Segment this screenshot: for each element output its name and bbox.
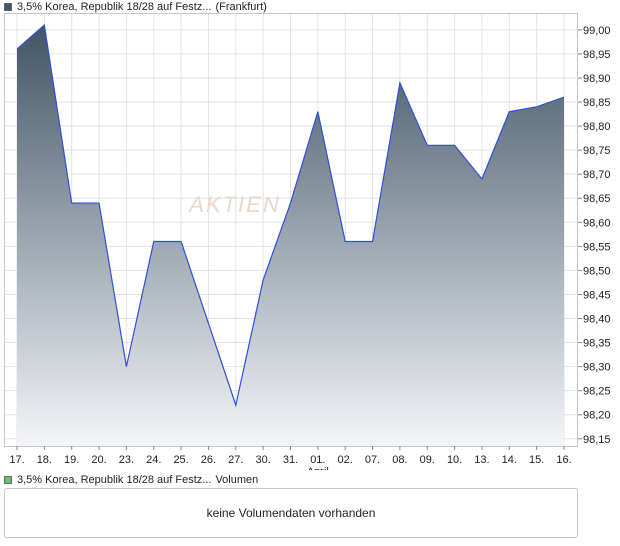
y-tick-label: 98,45 bbox=[583, 289, 611, 301]
price-legend: 3,5% Korea, Republik 18/28 auf Festz... … bbox=[4, 0, 267, 14]
price-legend-exchange: (Frankfurt) bbox=[215, 1, 267, 13]
price-legend-label: 3,5% Korea, Republik 18/28 auf Festz... bbox=[17, 1, 212, 13]
y-tick-label: 98,65 bbox=[583, 193, 611, 205]
x-tick-label: 23. bbox=[119, 454, 134, 466]
y-tick-label: 98,60 bbox=[583, 217, 611, 229]
y-tick-label: 98,95 bbox=[583, 49, 611, 61]
x-tick-label: 31. bbox=[283, 454, 298, 466]
price-legend-swatch bbox=[4, 3, 12, 11]
price-chart: AKTIEN 99,00 98,95 98,90 98,85 98,80 98,75 98,… bbox=[4, 13, 611, 470]
x-tick-label: 09. bbox=[420, 454, 435, 466]
y-tick-label: 98,50 bbox=[583, 265, 611, 277]
y-tick-label: 98,35 bbox=[583, 338, 611, 350]
volume-legend: 3,5% Korea, Republik 18/28 auf Festz... … bbox=[4, 473, 258, 487]
y-tick-label: 98,80 bbox=[583, 121, 611, 133]
y-tick-label: 98,70 bbox=[583, 169, 611, 181]
price-line bbox=[16, 23, 565, 408]
x-month-label: April bbox=[307, 466, 329, 470]
x-tick-label: 27. bbox=[228, 454, 243, 466]
y-tick-label: 98,25 bbox=[583, 386, 611, 398]
y-tick-label: 98,20 bbox=[583, 410, 611, 422]
volume-panel: keine Volumendaten vorhanden bbox=[4, 488, 578, 538]
volume-legend-suffix: Volumen bbox=[215, 474, 259, 486]
y-tick-label: 98,30 bbox=[583, 362, 611, 374]
y-tick-label: 99,00 bbox=[583, 25, 611, 37]
no-volume-message: keine Volumendaten vorhanden bbox=[206, 506, 376, 520]
volume-legend-swatch bbox=[4, 476, 12, 484]
x-tick-label: 20. bbox=[91, 454, 106, 466]
x-tick-label: 25. bbox=[173, 454, 188, 466]
x-tick-label: 16. bbox=[556, 454, 571, 466]
x-tick-label: 19. bbox=[64, 454, 79, 466]
x-tick-label: 15. bbox=[529, 454, 544, 466]
price-area bbox=[17, 25, 564, 447]
x-tick-label: 18. bbox=[37, 454, 52, 466]
x-tick-label: 17. bbox=[9, 454, 24, 466]
y-tick-label: 98,85 bbox=[583, 97, 611, 109]
x-tick-label: 02. bbox=[338, 454, 353, 466]
y-tick-label: 98,90 bbox=[583, 73, 611, 85]
volume-legend-label: 3,5% Korea, Republik 18/28 auf Festz... bbox=[17, 474, 212, 486]
x-tick-label: 24. bbox=[146, 454, 161, 466]
x-tick-label: 13. bbox=[474, 454, 489, 466]
x-tick-label: 07. bbox=[365, 454, 380, 466]
watermark-text: AKTIEN bbox=[187, 192, 280, 217]
y-tick-label: 98,40 bbox=[583, 314, 611, 326]
y-tick-label: 98,15 bbox=[583, 434, 611, 446]
x-tick-label: 10. bbox=[447, 454, 462, 466]
x-tick-label: 30. bbox=[256, 454, 271, 466]
x-tick-label: 14. bbox=[502, 454, 517, 466]
y-tick-label: 98,75 bbox=[583, 145, 611, 157]
x-tick-label: 08. bbox=[392, 454, 407, 466]
y-tick-label: 98,55 bbox=[583, 241, 611, 253]
x-tick-label: 01. bbox=[310, 454, 325, 466]
x-tick-label: 26. bbox=[201, 454, 216, 466]
